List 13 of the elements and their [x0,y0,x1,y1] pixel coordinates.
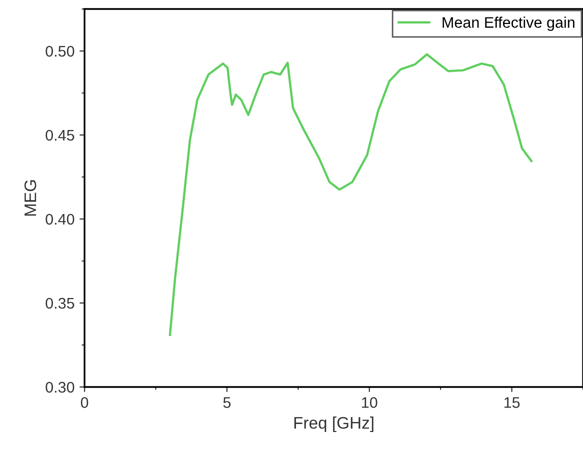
line-series [168,53,533,336]
x-tick-label: 5 [223,397,231,408]
y-axis-title: MEG [24,180,36,216]
y-tick-label: 0.35 [46,298,74,309]
x-axis-title: Freq [GHz] [294,416,374,432]
y-tick-label: 0.45 [46,130,74,141]
x-tick-label: 15 [504,397,520,408]
y-tick-label: 0.50 [46,46,74,57]
legend-label: Mean Effective gain [442,16,574,31]
x-tick-label: 0 [80,397,88,408]
y-tick-label: 0.30 [46,382,74,393]
x-tick-label: 10 [362,397,378,408]
y-tick-label: 0.40 [46,214,74,225]
